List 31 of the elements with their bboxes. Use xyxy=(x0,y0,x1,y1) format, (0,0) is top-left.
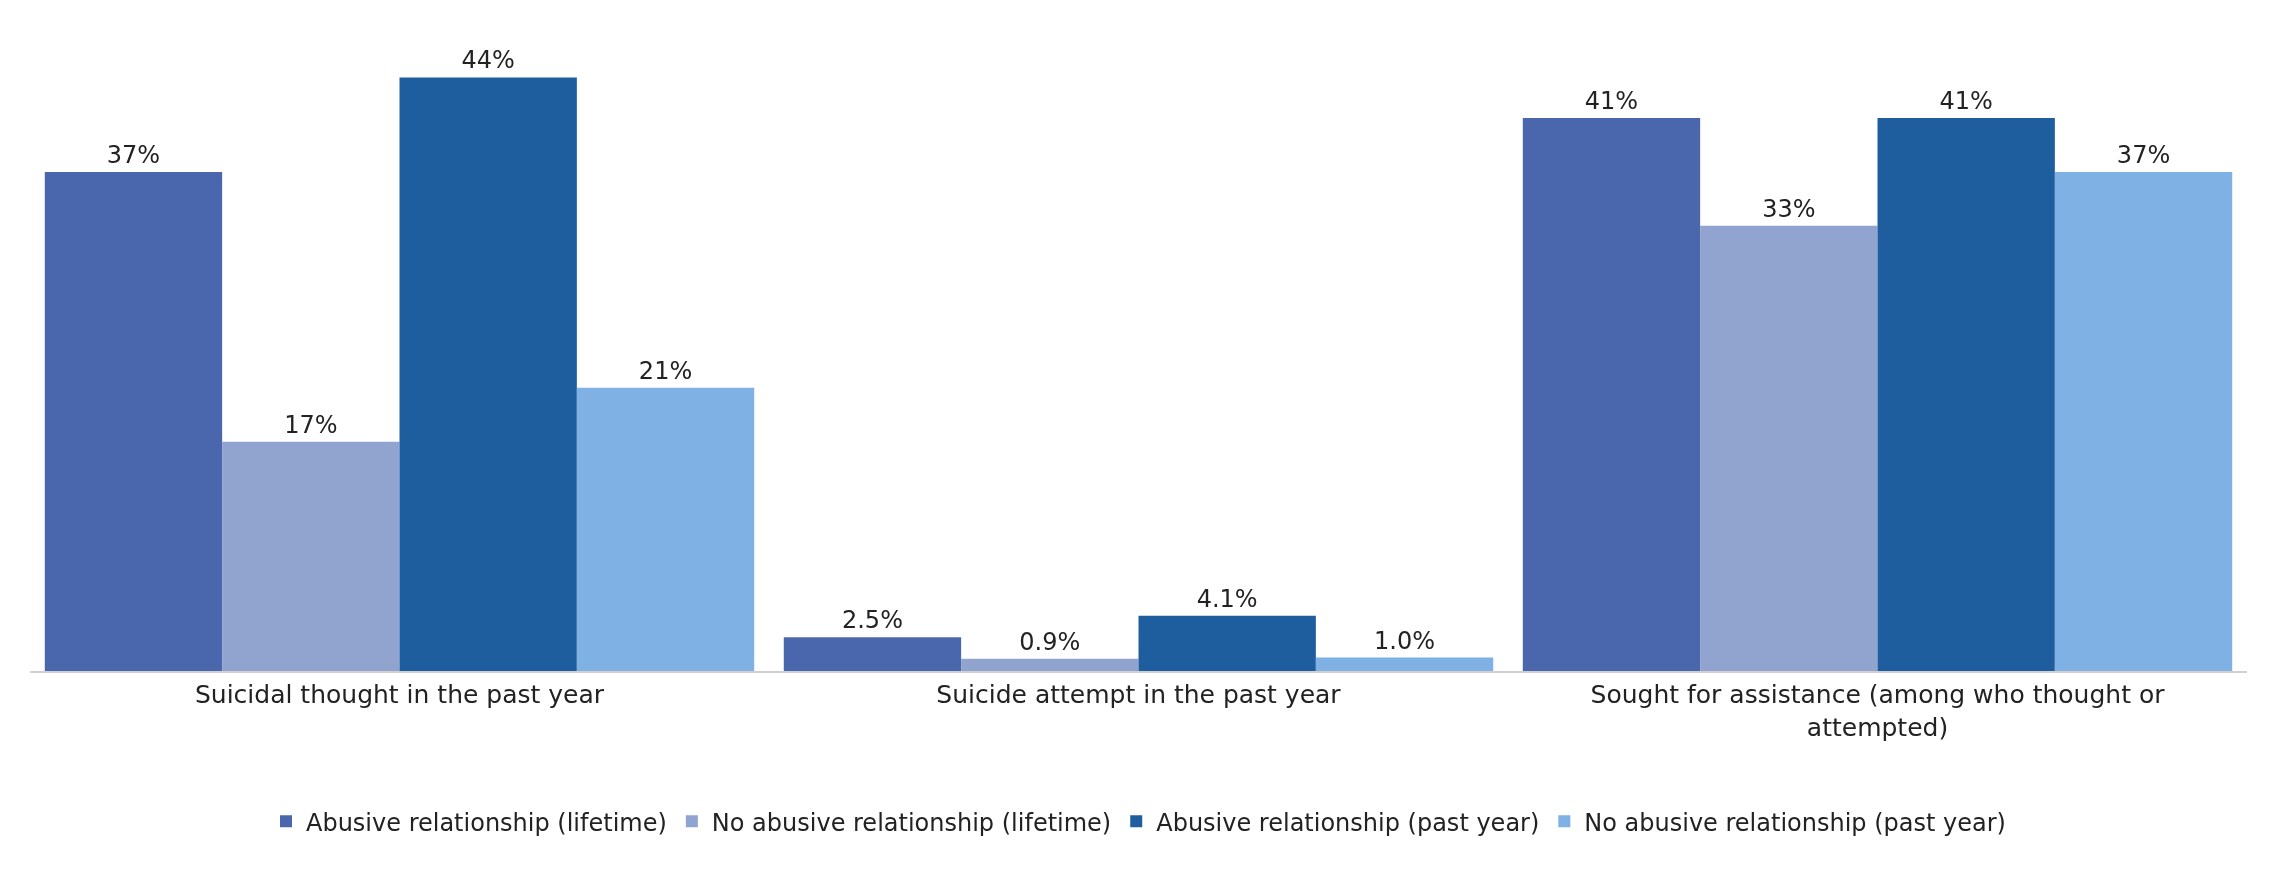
bar xyxy=(1315,657,1494,671)
data-label: 2.5% xyxy=(841,606,903,635)
data-label: 21% xyxy=(638,356,693,385)
data-label: 4.1% xyxy=(1196,584,1258,613)
data-label: 44% xyxy=(461,46,515,75)
bar xyxy=(783,637,962,671)
data-label: 41% xyxy=(1584,86,1639,115)
data-label: 0.9% xyxy=(1019,627,1081,656)
bar xyxy=(1138,615,1316,671)
bar xyxy=(44,171,223,671)
legend-label: No abusive relationship (past year) xyxy=(1584,808,2006,837)
legend-label: Abusive relationship (past year) xyxy=(1156,808,1540,837)
x-tick-label: Suicidal thought in the past year xyxy=(194,680,605,709)
data-label: 37% xyxy=(2116,140,2171,169)
data-label: 33% xyxy=(1762,194,1816,223)
bar xyxy=(2054,171,2233,671)
bar xyxy=(576,387,755,671)
bar xyxy=(399,77,577,671)
data-label: 41% xyxy=(1939,86,1993,115)
x-tick-label: Suicide attempt in the past year xyxy=(936,680,1342,709)
legend-label: Abusive relationship (lifetime) xyxy=(306,808,667,837)
data-label: 37% xyxy=(106,140,161,169)
bar xyxy=(1700,225,1878,671)
bar xyxy=(961,658,1139,671)
legend-label: No abusive relationship (lifetime) xyxy=(711,808,1112,837)
bar xyxy=(222,441,400,671)
x-tick-label: Sought for assistance (among who thought or attempted) xyxy=(1590,680,2166,742)
data-label: 17% xyxy=(284,410,338,439)
bar xyxy=(1522,117,1701,671)
data-label: 1.0% xyxy=(1374,626,1436,655)
bar xyxy=(1877,117,2055,671)
